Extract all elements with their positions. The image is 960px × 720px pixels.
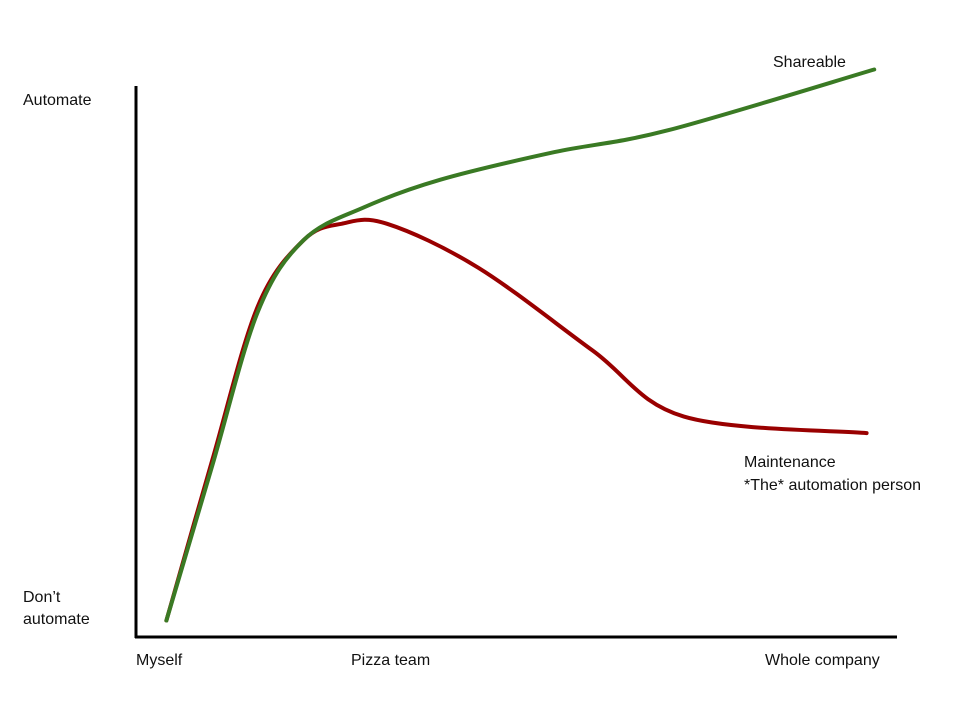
y-tick-label-bottom-line2: automate bbox=[23, 611, 90, 628]
y-tick-label-top: Automate bbox=[23, 92, 92, 109]
x-tick-label-1: Pizza team bbox=[351, 652, 430, 669]
y-tick-label-bottom-line1: Don’t bbox=[23, 589, 61, 606]
series-label-maintenance-line2: *The* automation person bbox=[744, 477, 921, 494]
series-label-maintenance-line1: Maintenance bbox=[744, 454, 836, 471]
series-line-shareable bbox=[164, 67, 877, 623]
x-tick-label-2: Whole company bbox=[765, 652, 880, 669]
series-label-shareable: Shareable bbox=[773, 54, 846, 71]
x-tick-label-0: Myself bbox=[136, 652, 183, 669]
